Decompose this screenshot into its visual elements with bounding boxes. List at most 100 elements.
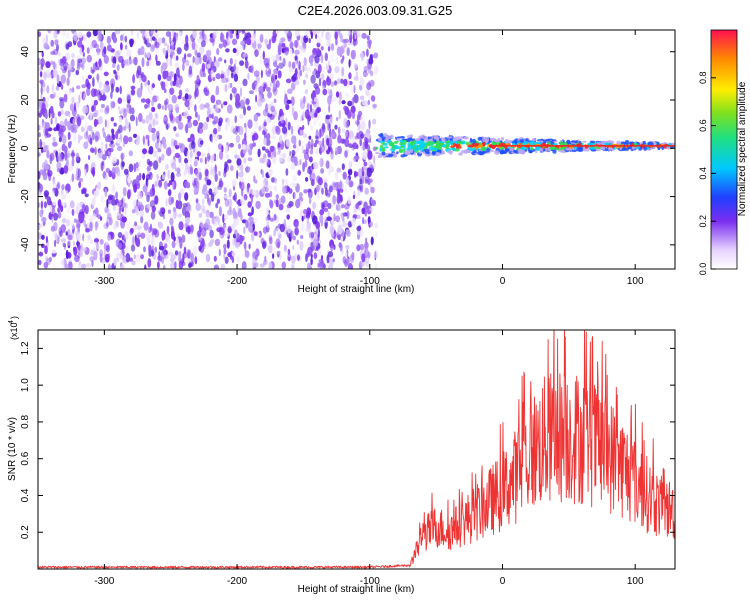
spectrogram-signal-cell — [396, 151, 399, 155]
spectrogram-signal-cell — [489, 149, 494, 153]
spectrogram-cell — [79, 63, 84, 68]
spectrogram-cell — [351, 252, 355, 261]
spectrogram-cell — [149, 30, 152, 37]
spectrogram-cell — [161, 136, 166, 145]
spectrogram-signal-cell — [429, 138, 432, 142]
spectrogram-cell — [324, 207, 329, 213]
spectrogram-cell — [336, 116, 339, 122]
spectrogram-cell — [117, 55, 124, 63]
spectrogram-cell — [225, 48, 230, 53]
spectrogram-cell — [206, 49, 212, 57]
spectrogram-cell — [210, 69, 214, 80]
spectrogram-cell — [340, 213, 343, 220]
spectrogram-cell — [154, 195, 159, 205]
spectrogram-cell — [300, 221, 305, 232]
spectrogram-cell — [226, 68, 230, 77]
spectrogram-cell — [38, 57, 41, 66]
spectrogram-cell — [75, 152, 80, 161]
spectrogram-signal-cell — [643, 146, 647, 151]
spectrogram-cell — [148, 123, 153, 133]
spectrogram-cell — [56, 168, 61, 173]
spectrogram-cell — [333, 213, 336, 222]
spectrogram-cell — [138, 112, 143, 123]
spectrogram-cell — [244, 185, 248, 191]
spectrogram-cell — [220, 263, 226, 269]
spectrogram-cell — [360, 133, 365, 139]
spectrogram-cell — [246, 105, 251, 111]
spectrogram-cell — [343, 78, 348, 87]
spectrogram-cell — [322, 264, 326, 269]
spectrogram-cell — [57, 207, 60, 213]
spectrogram-cell — [93, 190, 97, 199]
spectrogram-cell — [224, 144, 228, 154]
spectrogram-cell — [233, 218, 237, 228]
spectrogram-cell — [171, 240, 176, 249]
spectrogram-signal-cell — [529, 150, 533, 154]
spectrogram-signal-cell — [447, 150, 452, 154]
spectrogram-cell — [90, 249, 94, 256]
spectrogram-cell — [135, 116, 138, 127]
spectrogram-cell — [178, 114, 182, 122]
spectrogram-cell — [319, 143, 326, 153]
spectrogram-cell — [67, 131, 71, 141]
spectrogram-cell — [223, 187, 227, 193]
spectrogram-cell — [251, 134, 255, 142]
spectrogram-cell — [74, 218, 77, 223]
spectrogram-cell — [125, 252, 131, 263]
spectrogram-cell — [161, 62, 168, 71]
spectrogram-cell — [74, 101, 80, 109]
spectrogram-cell — [123, 108, 127, 119]
spectrogram-cell — [52, 136, 56, 142]
spectrogram-cell — [266, 43, 271, 50]
spectrogram-cell — [313, 116, 317, 127]
spectrogram-cell — [196, 172, 202, 181]
spectrogram-cell — [245, 98, 250, 105]
spectrogram-cell — [309, 149, 314, 155]
spectrogram-cell — [71, 158, 75, 167]
spectrogram-cell — [285, 207, 291, 214]
spectrogram-cell — [158, 245, 165, 251]
spectrogram-cell — [151, 83, 155, 89]
spectrogram-cell — [175, 77, 179, 88]
spectrogram-cell — [352, 194, 355, 200]
spectrogram-cell — [335, 91, 340, 98]
spectrogram-cell — [331, 97, 337, 102]
spectrogram-cell — [268, 168, 273, 177]
spectrogram-cell — [362, 216, 364, 225]
spectrogram-cell — [334, 66, 340, 74]
spectrogram-cell — [194, 104, 197, 112]
spectrogram-signal-cell — [490, 137, 493, 142]
spectrogram-cell — [147, 180, 150, 189]
spectrogram-cell — [175, 107, 179, 113]
spectrogram-cell — [235, 134, 241, 143]
spectrogram-cell — [287, 155, 291, 163]
spectrogram-cell — [57, 152, 62, 162]
spectrogram-cell — [141, 153, 146, 159]
spectrogram-cell — [135, 253, 141, 263]
spectrogram-cell — [170, 162, 177, 170]
spectrogram-cell — [253, 114, 259, 122]
spectrogram-cell — [70, 124, 74, 133]
spectrogram-cell — [351, 97, 355, 106]
spectrogram-cell — [75, 69, 80, 76]
spectrogram-cell — [273, 151, 277, 158]
spectrogram-cell — [361, 51, 364, 62]
spectrogram-cell — [299, 129, 302, 136]
spectrogram-cell — [266, 132, 271, 141]
spectrogram-cell — [300, 48, 307, 54]
spectrogram-cell — [113, 69, 117, 75]
spectrogram-cell — [266, 70, 271, 78]
spectrogram-cell — [369, 207, 375, 212]
spectrogram-cell — [235, 216, 240, 226]
spectrogram-cell — [224, 161, 228, 169]
spectrogram-cell — [336, 167, 342, 173]
spectrogram-cell — [223, 243, 227, 250]
spectrogram-cell — [134, 221, 138, 227]
spectrogram-cell — [195, 44, 199, 50]
spectrogram-signal-cell — [479, 142, 483, 146]
spectrogram-cell — [250, 194, 253, 204]
spectrogram-cell — [291, 75, 297, 83]
spectrogram-cell — [232, 207, 236, 217]
spectrogram-cell — [101, 257, 106, 264]
spectrogram-signal-cell — [482, 141, 486, 147]
